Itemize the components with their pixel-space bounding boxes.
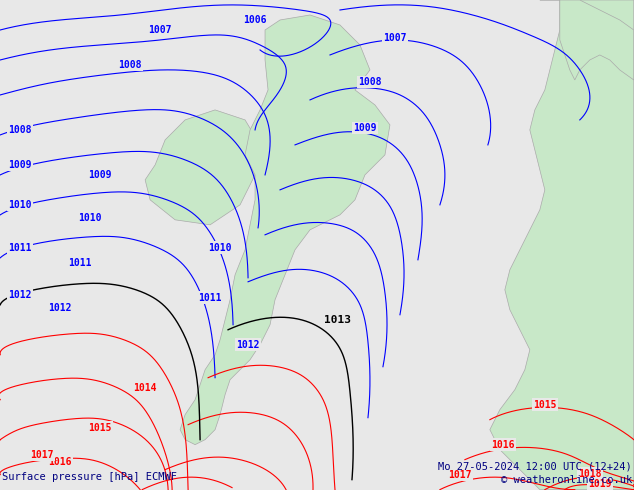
Text: 1015: 1015 [533, 400, 557, 410]
Text: 1010: 1010 [209, 243, 232, 253]
Text: Surface pressure [hPa] ECMWF: Surface pressure [hPa] ECMWF [3, 472, 178, 482]
Text: 1013: 1013 [325, 315, 351, 325]
Text: 1012: 1012 [236, 340, 260, 350]
Text: 1017: 1017 [30, 450, 54, 460]
Text: © weatheronline.co.uk: © weatheronline.co.uk [500, 475, 631, 485]
Polygon shape [145, 110, 260, 225]
Text: 1017: 1017 [448, 469, 472, 480]
Text: 1009: 1009 [8, 160, 32, 170]
Text: 1012: 1012 [48, 303, 72, 313]
Polygon shape [560, 0, 634, 80]
Text: 1006: 1006 [243, 15, 267, 25]
Text: 1007: 1007 [148, 25, 172, 35]
Text: 1011: 1011 [198, 293, 222, 303]
Text: 1014: 1014 [133, 383, 157, 392]
Text: 1009: 1009 [353, 123, 377, 133]
Text: 1008: 1008 [119, 60, 142, 70]
Text: 1010: 1010 [79, 213, 102, 223]
Text: 1008: 1008 [8, 125, 32, 135]
Text: 1016: 1016 [48, 457, 72, 466]
Text: 1018: 1018 [578, 468, 602, 479]
Polygon shape [490, 0, 634, 490]
Text: 1015: 1015 [88, 423, 112, 433]
Text: 1008: 1008 [358, 77, 382, 87]
Text: 1010: 1010 [8, 200, 32, 210]
Text: 1007: 1007 [383, 33, 406, 43]
Text: 1011: 1011 [8, 243, 32, 253]
Text: Mo 27-05-2024 12:00 UTC (12+24): Mo 27-05-2024 12:00 UTC (12+24) [438, 462, 631, 472]
Polygon shape [180, 15, 390, 444]
Text: 1011: 1011 [68, 258, 92, 268]
Text: 1012: 1012 [8, 290, 32, 300]
Text: 1019: 1019 [588, 479, 612, 489]
Text: 1016: 1016 [491, 440, 515, 450]
Text: 1009: 1009 [88, 170, 112, 180]
